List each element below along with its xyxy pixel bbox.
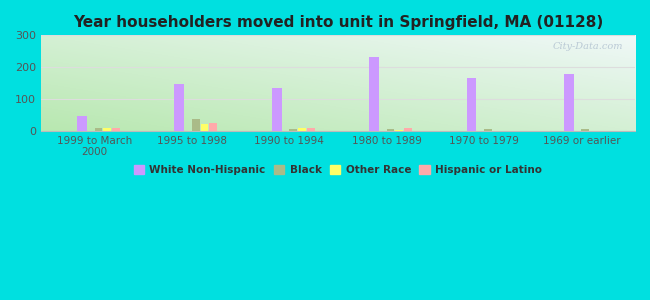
- Bar: [564, 74, 574, 131]
- Title: Year householders moved into unit in Springfield, MA (01128): Year householders moved into unit in Spr…: [73, 15, 603, 30]
- Bar: [467, 78, 476, 131]
- Bar: [272, 88, 281, 131]
- Bar: [404, 128, 412, 131]
- Bar: [112, 128, 120, 131]
- Bar: [582, 129, 590, 131]
- Bar: [298, 128, 306, 131]
- Bar: [289, 129, 297, 131]
- Bar: [387, 129, 395, 131]
- Bar: [201, 124, 209, 131]
- Bar: [77, 116, 86, 131]
- Bar: [192, 119, 200, 131]
- Bar: [484, 129, 492, 131]
- Bar: [103, 128, 111, 131]
- Bar: [307, 128, 315, 131]
- Text: City-Data.com: City-Data.com: [552, 42, 623, 51]
- Legend: White Non-Hispanic, Black, Other Race, Hispanic or Latino: White Non-Hispanic, Black, Other Race, H…: [130, 160, 546, 179]
- Bar: [369, 57, 379, 131]
- Bar: [174, 84, 184, 131]
- Bar: [94, 128, 102, 131]
- Bar: [395, 130, 403, 131]
- Bar: [209, 123, 217, 131]
